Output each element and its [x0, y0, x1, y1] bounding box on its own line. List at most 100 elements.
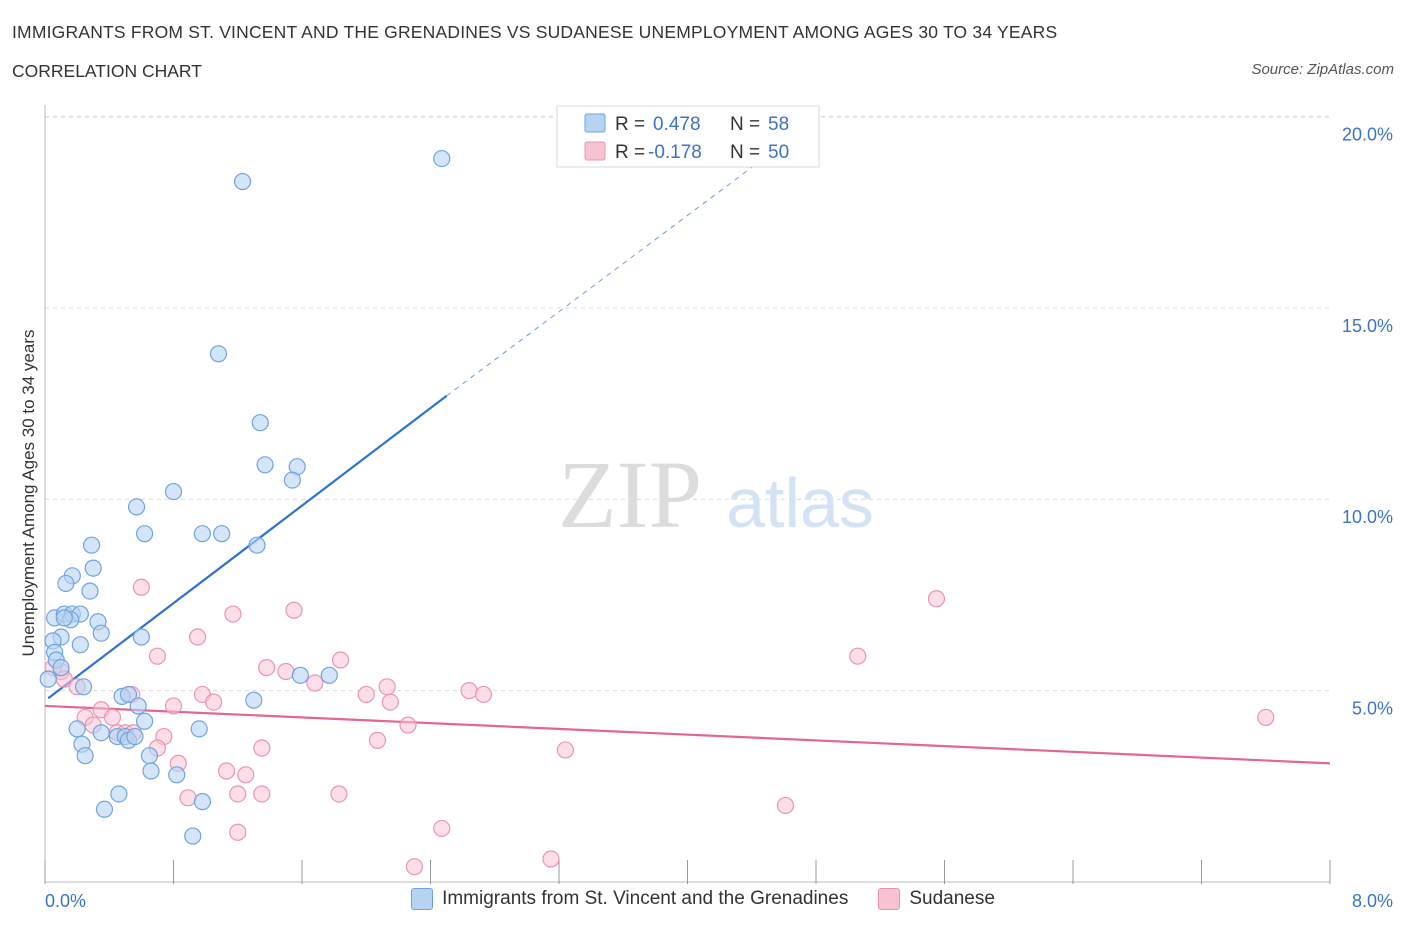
- point-sudanese-15: [378, 678, 396, 696]
- point-immigrants-10: [193, 525, 212, 543]
- legend-r-value-2: -0.178: [648, 142, 702, 163]
- gridlines: [45, 115, 1330, 692]
- point-sudanese-4: [188, 628, 207, 646]
- point-immigrants-8: [127, 498, 146, 516]
- legend-r-label-2: R =: [615, 142, 645, 163]
- point-sudanese-22: [381, 693, 399, 711]
- point-immigrants-11: [213, 525, 231, 543]
- watermark-zip: ZIP: [558, 441, 702, 548]
- point-immigrants-27: [132, 628, 150, 646]
- point-sudanese-5: [148, 647, 167, 665]
- legend-swatch-sudanese: [878, 888, 901, 910]
- point-immigrants-31: [52, 659, 70, 677]
- point-sudanese-17: [474, 685, 493, 704]
- point-immigrants-17: [81, 582, 99, 600]
- point-immigrants-24: [92, 624, 110, 642]
- point-immigrants-52: [168, 766, 186, 784]
- point-sudanese-44: [330, 785, 348, 803]
- point-sudanese-37: [556, 741, 575, 759]
- legend-label-sudanese: Sudanese: [909, 888, 995, 909]
- y-tick-labels: 5.0% 10.0% 15.0% 20.0%: [1342, 124, 1393, 718]
- point-sudanese-6: [849, 647, 867, 665]
- point-immigrants-57: [55, 609, 73, 627]
- legend-item-immigrants: Immigrants from St. Vincent and the Gren…: [411, 888, 848, 910]
- point-sudanese-21: [357, 685, 375, 704]
- trend-line-sudanese: [44, 704, 1331, 765]
- point-immigrants-47: [190, 720, 208, 738]
- point-sudanese-0: [132, 578, 150, 596]
- point-sudanese-41: [179, 789, 197, 807]
- point-immigrants-53: [110, 785, 128, 803]
- trend-line-immigrants: [47, 395, 448, 700]
- point-sudanese-23: [164, 697, 183, 715]
- point-sudanese-46: [229, 823, 247, 841]
- point-sudanese-42: [229, 785, 247, 803]
- axes: [44, 105, 1331, 884]
- point-immigrants-49: [76, 747, 94, 765]
- legend-r-value-1: 0.478: [653, 114, 701, 135]
- point-immigrants-6: [283, 471, 301, 489]
- point-sudanese-16: [460, 682, 478, 700]
- point-sudanese-20: [205, 693, 223, 711]
- point-sudanese-28: [399, 716, 417, 734]
- x-tick-label-1: 8.0%: [1352, 891, 1393, 911]
- point-immigrants-39: [129, 697, 147, 715]
- bottom-legend: Immigrants from St. Vincent and the Gren…: [0, 888, 1406, 910]
- point-immigrants-12: [248, 536, 266, 554]
- legend-swatch-blue: [584, 113, 606, 133]
- point-sudanese-48: [542, 850, 560, 868]
- point-immigrants-46: [126, 727, 144, 746]
- point-sudanese-27: [1257, 708, 1275, 727]
- x-tick-labels: 0.0% 8.0%: [45, 891, 1393, 911]
- legend-n-label-2: N =: [730, 142, 760, 163]
- point-immigrants-32: [39, 670, 57, 688]
- point-immigrants-38: [245, 691, 263, 709]
- point-sudanese-26: [103, 708, 122, 727]
- point-sudanese-47: [433, 819, 451, 838]
- legend-r-label-1: R =: [615, 114, 645, 135]
- chart-subtitle: CORRELATION CHART: [12, 61, 202, 81]
- y-tick-label-1: 10.0%: [1342, 507, 1393, 527]
- point-sudanese-39: [217, 762, 236, 780]
- point-immigrants-35: [74, 678, 93, 696]
- y-axis-title: Unemployment Among Ages 30 to 34 years: [19, 330, 38, 657]
- point-sudanese-3: [927, 590, 946, 608]
- point-immigrants-9: [135, 525, 154, 543]
- watermark-atlas: atlas: [726, 464, 874, 542]
- point-sudanese-8: [258, 659, 276, 677]
- point-immigrants-7: [164, 482, 183, 501]
- legend-label-immigrants: Immigrants from St. Vincent and the Gren…: [442, 888, 849, 909]
- point-immigrants-37: [119, 685, 138, 704]
- point-sudanese-9: [277, 662, 295, 681]
- point-immigrants-40: [135, 712, 154, 730]
- point-sudanese-1: [285, 601, 303, 619]
- point-immigrants-51: [142, 762, 160, 780]
- point-sudanese-14: [306, 674, 324, 692]
- y-tick-label-3: 20.0%: [1342, 124, 1393, 144]
- point-sudanese-45: [776, 796, 795, 815]
- legend-n-value-2: 50: [768, 142, 789, 163]
- top-legend: R = 0.478 N = 58 R = -0.178 N = 50: [556, 105, 820, 168]
- point-immigrants-3: [251, 414, 269, 432]
- point-sudanese-7: [331, 651, 350, 669]
- point-immigrants-33: [291, 666, 309, 684]
- point-immigrants-34: [320, 666, 338, 684]
- point-sudanese-43: [253, 785, 271, 803]
- point-immigrants-41: [68, 720, 86, 738]
- point-immigrants-56: [184, 827, 202, 845]
- point-immigrants-50: [140, 747, 159, 765]
- legend-n-value-1: 58: [768, 114, 789, 135]
- point-immigrants-4: [256, 456, 274, 474]
- point-sudanese-40: [237, 766, 255, 784]
- x-tick-label-0: 0.0%: [45, 891, 86, 911]
- legend-n-label-1: N =: [730, 114, 760, 135]
- point-sudanese-2: [224, 605, 242, 623]
- source-label: Source: ZipAtlas.com: [1251, 61, 1394, 78]
- y-tick-label-2: 15.0%: [1342, 316, 1393, 336]
- legend-swatch-immigrants: [411, 888, 434, 910]
- point-immigrants-14: [84, 559, 102, 577]
- point-immigrants-42: [92, 724, 110, 742]
- series-sudanese: [44, 578, 1275, 876]
- chart-title: IMMIGRANTS FROM ST. VINCENT AND THE GREN…: [12, 22, 1058, 42]
- trend-line-immigrants-extension: [446, 142, 785, 397]
